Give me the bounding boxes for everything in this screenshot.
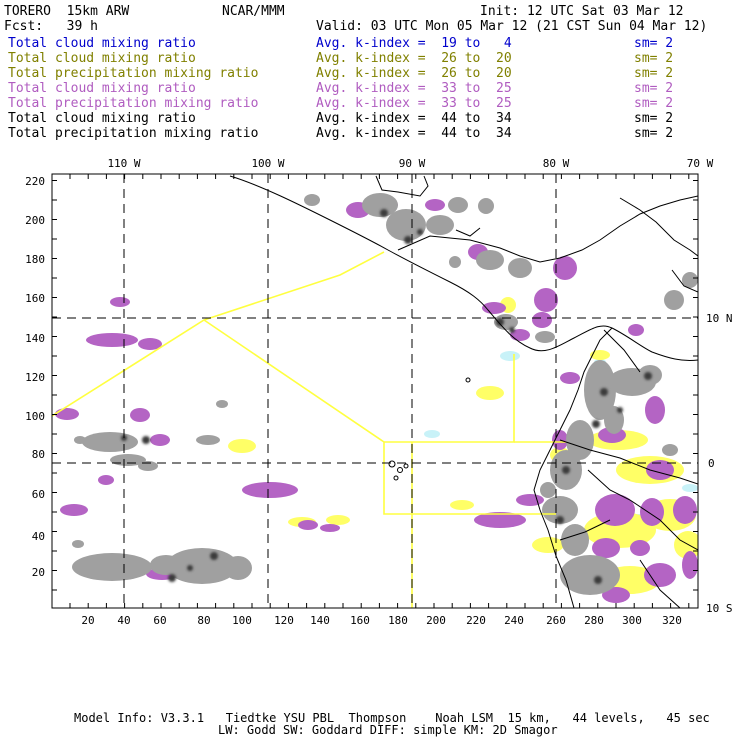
lon-label: 100 W (251, 157, 284, 170)
valid-time: Valid: 03 UTC Mon 05 Mar 12 (21 CST Sun … (316, 19, 708, 34)
map-field (52, 174, 698, 608)
lon-label: 110 W (107, 157, 140, 170)
y-axis-labels: 20 40 60 80 100 120 140 160 180 200 220 (25, 175, 45, 579)
x-tick-label: 220 (466, 614, 486, 627)
y-tick-label: 80 (32, 448, 45, 461)
model-title: TORERO 15km ARW (4, 4, 130, 19)
x-tick-label: 100 (232, 614, 252, 627)
lat-label: 0 (708, 457, 715, 470)
physics-info: LW: Godd SW: Goddard DIFF: simple KM: 2D… (218, 723, 558, 737)
y-tick-label: 200 (25, 214, 45, 227)
y-tick-label: 60 (32, 488, 45, 501)
x-tick-label: 160 (350, 614, 370, 627)
y-tick-label: 40 (32, 530, 45, 543)
x-tick-label: 120 (274, 614, 294, 627)
x-tick-label: 180 (388, 614, 408, 627)
x-tick-label: 300 (622, 614, 642, 627)
x-tick-label: 140 (310, 614, 330, 627)
latlon-grid (52, 174, 698, 608)
lat-label: 10 N (706, 312, 733, 325)
y-tick-label: 120 (25, 371, 45, 384)
init-time: Init: 12 UTC Sat 03 Mar 12 (480, 4, 684, 19)
y-tick-label: 160 (25, 292, 45, 305)
x-tick-label: 200 (426, 614, 446, 627)
x-tick-label: 320 (662, 614, 682, 627)
forecast-hour: Fcst: 39 h (4, 19, 98, 34)
grey-field (72, 193, 698, 595)
coastlines (229, 175, 698, 608)
y-tick-label: 20 (32, 566, 45, 579)
axis-ticks (52, 174, 698, 608)
y-tick-label: 180 (25, 253, 45, 266)
x-tick-label: 20 (81, 614, 94, 627)
lon-labels: 110 W 100 W 90 W 80 W 70 W (107, 157, 713, 170)
model-info: Model Info: V3.3.1 Tiedtke YSU PBL Thomp… (74, 711, 710, 725)
y-tick-label: 220 (25, 175, 45, 188)
dark-cores (121, 209, 652, 584)
x-tick-label: 40 (117, 614, 130, 627)
lon-label: 90 W (399, 157, 426, 170)
lon-label: 80 W (543, 157, 570, 170)
x-tick-label: 280 (584, 614, 604, 627)
x-tick-label: 60 (153, 614, 166, 627)
lat-label: 10 S (706, 602, 733, 615)
x-tick-label: 80 (197, 614, 210, 627)
x-axis-labels: 20 40 60 80 100 120 140 160 180 200 220 … (81, 614, 682, 627)
x-tick-label: 260 (546, 614, 566, 627)
y-tick-label: 100 (25, 410, 45, 423)
map-frame (51, 173, 699, 609)
y-tick-label: 140 (25, 332, 45, 345)
lon-label: 70 W (687, 157, 714, 170)
org-label: NCAR/MMM (222, 4, 285, 19)
lat-labels: 10 N 0 10 S (706, 312, 733, 615)
x-tick-label: 240 (504, 614, 524, 627)
